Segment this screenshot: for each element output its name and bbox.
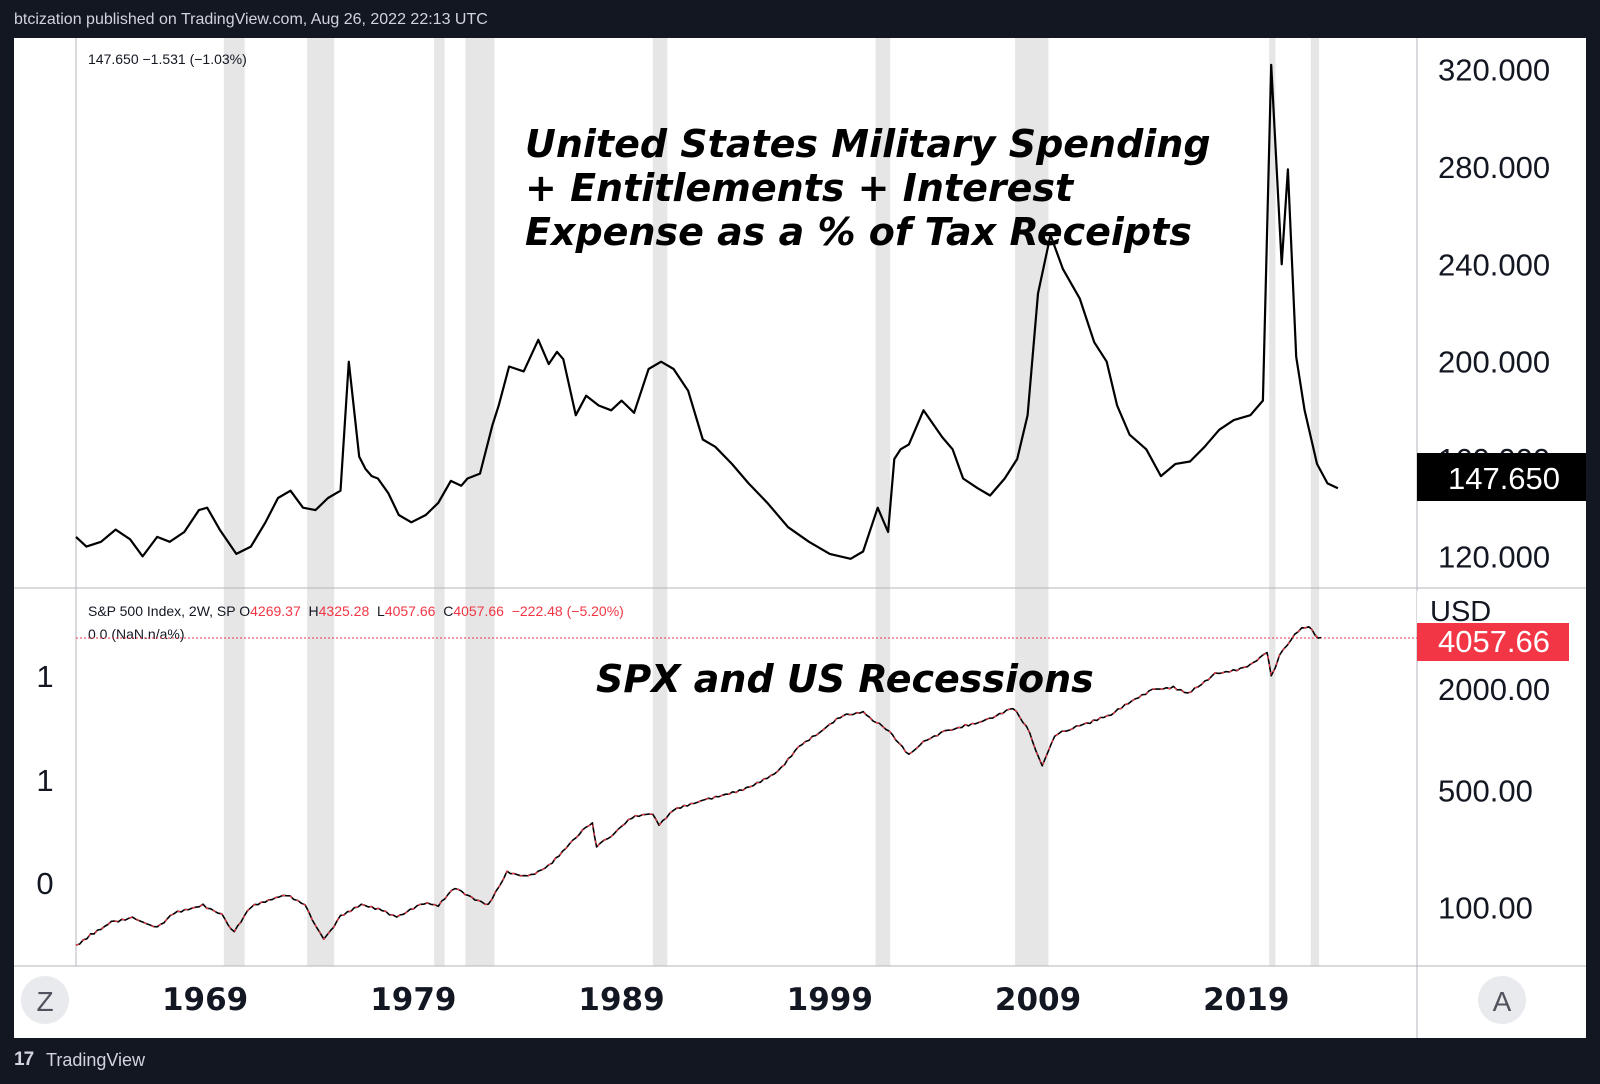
recession-band-bottom-6 (1015, 588, 1049, 966)
left-tick-1: 1 (36, 763, 53, 798)
bottom-last-value: 4057.66 (1438, 624, 1550, 659)
spx-down-candles (75, 626, 1322, 946)
top-y-axis[interactable]: 320.000280.000240.000200.000160.000120.0… (1438, 53, 1550, 575)
recession-band-bottom-2 (434, 588, 445, 966)
chart-frame (14, 38, 1586, 1038)
x-tick-1989: 1989 (578, 982, 664, 1018)
x-tick-2019: 2019 (1203, 982, 1289, 1018)
top-title-line-3: Expense as a % of Tax Receipts (525, 210, 1192, 254)
currency-label[interactable]: USD (1430, 596, 1491, 628)
bottom-left-axis: 1 1 0 (36, 659, 53, 901)
recession-band-top-7 (1269, 38, 1276, 588)
bottom-y-tick-0: 2000.00 (1438, 672, 1550, 707)
currency-label-bg (1417, 591, 1586, 623)
top-y-tick-5: 120.000 (1438, 539, 1550, 574)
bottom-last-value-tag: 4057.66 (1417, 618, 1569, 661)
top-y-tick-3: 200.000 (1438, 345, 1550, 380)
recession-band-bottom-5 (875, 588, 891, 966)
recession-bands-top (223, 38, 1320, 588)
published-text: btcization published on TradingView.com,… (14, 11, 488, 28)
recession-band-top-8 (1310, 38, 1320, 588)
top-title-line-1: United States Military Spending (525, 122, 1211, 166)
auto-scale-left-button[interactable]: Z (21, 976, 69, 1024)
published-info: btcization published on TradingView.com,… (0, 0, 1600, 38)
indicator-legend: 0 0 (NaN.n/a%) (88, 626, 184, 642)
recession-band-bottom-0 (223, 588, 245, 966)
time-axis[interactable]: 1969 1979 1989 1999 2009 2019 (162, 982, 1289, 1018)
left-tick-2: 0 (36, 866, 53, 901)
bottom-y-axis[interactable]: 2000.00 500.00 100.00 (1438, 672, 1550, 926)
zoom-reset-label: Z (36, 986, 53, 1017)
auto-scale-label: A (1493, 986, 1512, 1017)
top-title: United States Military Spending + Entitl… (525, 122, 1211, 254)
recession-bands-bottom (223, 588, 1320, 966)
recession-band-bottom-8 (1310, 588, 1320, 966)
left-tick-0: 1 (36, 659, 53, 694)
bottom-y-tick-2: 100.00 (1438, 891, 1533, 926)
recession-band-bottom-3 (465, 588, 495, 966)
recession-band-bottom-4 (652, 588, 668, 966)
bottom-title: SPX and US Recessions (596, 657, 1094, 701)
x-tick-1999: 1999 (787, 982, 873, 1018)
recession-band-top-4 (652, 38, 668, 588)
spending-ratio-line (75, 63, 1339, 560)
x-tick-1979: 1979 (370, 982, 456, 1018)
recession-band-top-2 (434, 38, 445, 588)
recession-band-top-6 (1015, 38, 1049, 588)
spx-legend: S&P 500 Index, 2W, SP O4269.37 H4325.28 … (88, 603, 624, 619)
top-y-tick-2: 240.000 (1438, 247, 1550, 282)
x-tick-2009: 2009 (995, 982, 1081, 1018)
top-legend: 147.650 −1.531 (−1.03%) (88, 51, 247, 67)
footer: 17 TradingView (0, 1038, 1600, 1084)
recession-band-top-3 (465, 38, 495, 588)
top-last-value: 147.650 (1448, 461, 1560, 496)
recession-band-top-5 (875, 38, 891, 588)
top-title-line-2: + Entitlements + Interest (525, 166, 1075, 210)
tradingview-logo-icon[interactable]: 17 (14, 1049, 34, 1070)
top-y-tick-0: 320.000 (1438, 53, 1550, 88)
x-tick-1969: 1969 (162, 982, 248, 1018)
tradingview-brand[interactable]: TradingView (46, 1050, 146, 1070)
recession-band-bottom-7 (1269, 588, 1276, 966)
top-y-tick-1: 280.000 (1438, 150, 1550, 185)
bottom-y-tick-1: 500.00 (1438, 773, 1533, 808)
recession-band-top-0 (223, 38, 245, 588)
auto-scale-right-button[interactable]: A (1478, 976, 1526, 1024)
recession-band-bottom-1 (307, 588, 335, 966)
top-last-value-tag: 147.650 (1417, 453, 1586, 501)
